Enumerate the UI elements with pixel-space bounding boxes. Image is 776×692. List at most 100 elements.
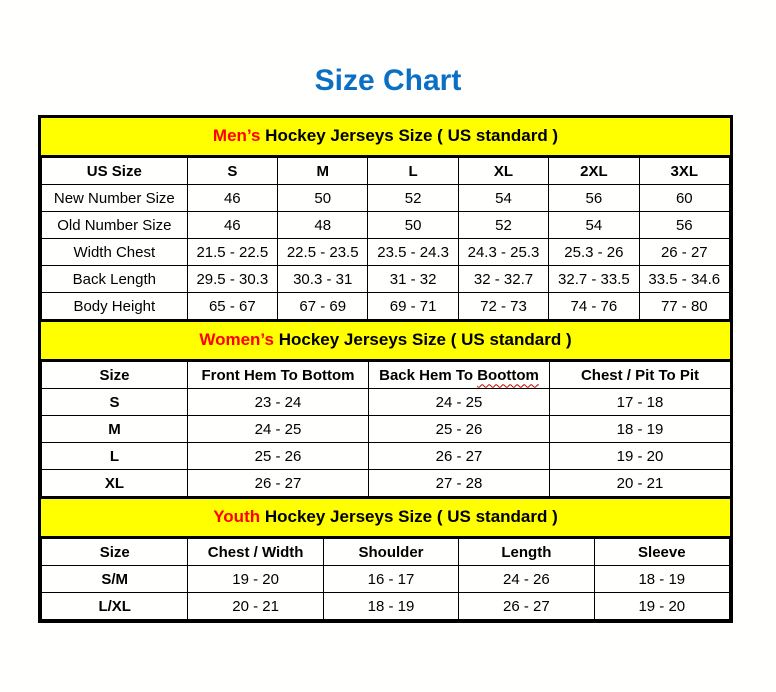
youth-column-header: Sleeve [593, 538, 731, 566]
womens-value-cell: 26 - 27 [187, 469, 369, 497]
youth-value-cell: 18 - 19 [593, 565, 731, 593]
womens-column-header: Size [41, 361, 188, 389]
mens-value-cell: 52 [457, 211, 550, 239]
mens-value-cell: 54 [548, 211, 640, 239]
mens-banner-text: Hockey Jerseys Size ( US standard ) [260, 126, 559, 145]
youth-value-cell: 19 - 20 [187, 565, 324, 593]
womens-value-cell: 23 - 24 [187, 388, 369, 416]
mens-value-cell: 56 [548, 184, 640, 212]
womens-value-cell: 26 - 27 [368, 442, 550, 470]
mens-value-cell: 72 - 73 [457, 292, 550, 320]
mens-value-cell: 31 - 32 [367, 265, 459, 293]
youth-table-row: L/XL 20 - 21 18 - 19 26 - 27 19 - 20 [40, 592, 731, 620]
mens-value-cell: 56 [638, 211, 731, 239]
mens-column-header: S [186, 157, 279, 185]
mens-column-header: 2XL [548, 157, 640, 185]
mens-table-row: Width Chest 21.5 - 22.5 22.5 - 23.5 23.5 - … [41, 238, 731, 266]
mens-table-row: Old Number Size 46 48 50 52 54 56 [41, 211, 731, 239]
womens-header-row: Size Front Hem To Bottom Back Hem To Boott… [41, 361, 731, 389]
youth-banner-text: Hockey Jerseys Size ( US standard ) [260, 507, 558, 526]
mens-value-cell: 48 [277, 211, 369, 239]
womens-table-row: L 25 - 26 26 - 27 19 - 20 [41, 442, 731, 470]
womens-row-label: XL [41, 469, 188, 497]
mens-value-cell: 29.5 - 30.3 [186, 265, 279, 293]
womens-row-label: M [41, 415, 188, 443]
youth-table-row: S/M 19 - 20 16 - 17 24 - 26 18 - 19 [40, 565, 731, 593]
womens-column-header: Back Hem To Boottom [368, 361, 550, 389]
mens-table-row: Back Length 29.5 - 30.3 30.3 - 31 31 - 32 32… [41, 265, 731, 293]
youth-value-cell: 19 - 20 [593, 592, 731, 620]
mens-value-cell: 60 [638, 184, 731, 212]
mens-row-label: New Number Size [41, 184, 188, 212]
mens-value-cell: 24.3 - 25.3 [457, 238, 550, 266]
youth-row-label: S/M [40, 565, 189, 593]
mens-header-row: US Size S M L XL 2XL 3XL [41, 157, 731, 185]
womens-value-cell: 24 - 25 [187, 415, 369, 443]
mens-value-cell: 23.5 - 24.3 [367, 238, 459, 266]
mens-value-cell: 54 [457, 184, 550, 212]
mens-value-cell: 69 - 71 [367, 292, 459, 320]
mens-table-row: Body Height 65 - 67 67 - 69 69 - 71 72 - 73 7… [41, 292, 731, 320]
mens-value-cell: 52 [367, 184, 459, 212]
mens-banner-accent: Men’s [212, 126, 261, 145]
womens-value-cell: 25 - 26 [187, 442, 369, 470]
womens-column-header: Front Hem To Bottom [187, 361, 369, 389]
mens-value-cell: 65 - 67 [186, 292, 279, 320]
mens-section-banner: Men’s Hockey Jerseys Size ( US standard … [41, 118, 730, 157]
mens-value-cell: 74 - 76 [548, 292, 640, 320]
mens-column-header: US Size [41, 157, 188, 185]
mens-row-label: Width Chest [41, 238, 188, 266]
youth-value-cell: 18 - 19 [322, 592, 460, 620]
womens-table-row: XL 26 - 27 27 - 28 20 - 21 [41, 469, 731, 497]
womens-value-cell: 20 - 21 [549, 469, 731, 497]
womens-banner-text: Hockey Jerseys Size ( US standard ) [273, 330, 572, 349]
youth-value-cell: 26 - 27 [458, 592, 595, 620]
mens-value-cell: 46 [186, 211, 279, 239]
womens-table-row: M 24 - 25 25 - 26 18 - 19 [41, 415, 731, 443]
youth-column-header: Chest / Width [187, 538, 324, 566]
youth-value-cell: 24 - 26 [458, 565, 595, 593]
mens-value-cell: 21.5 - 22.5 [186, 238, 279, 266]
youth-row-label: L/XL [40, 592, 189, 620]
mens-row-label: Body Height [41, 292, 188, 320]
mens-value-cell: 32.7 - 33.5 [548, 265, 640, 293]
mens-column-header: XL [457, 157, 550, 185]
womens-row-label: S [41, 388, 188, 416]
mens-size-table: US Size S M L XL 2XL 3XL New Number Size 46 50 52 5… [41, 157, 731, 320]
mens-column-header: L [367, 157, 459, 185]
mens-value-cell: 30.3 - 31 [277, 265, 369, 293]
womens-value-cell: 25 - 26 [368, 415, 550, 443]
mens-column-header: M [277, 157, 369, 185]
mens-value-cell: 46 [186, 184, 279, 212]
mens-table-row: New Number Size 46 50 52 54 56 60 [41, 184, 731, 212]
womens-column-header: Chest / Pit To Pit [549, 361, 731, 389]
mens-value-cell: 33.5 - 34.6 [638, 265, 731, 293]
youth-column-header: Shoulder [322, 538, 460, 566]
womens-row-label: L [41, 442, 188, 470]
womens-value-cell: 17 - 18 [549, 388, 731, 416]
mens-value-cell: 25.3 - 26 [548, 238, 640, 266]
youth-header-row: Size Chest / Width Shoulder Length Sleeve [40, 538, 731, 566]
mens-value-cell: 67 - 69 [277, 292, 369, 320]
womens-table-row: S 23 - 24 24 - 25 17 - 18 [41, 388, 731, 416]
womens-value-cell: 24 - 25 [368, 388, 550, 416]
womens-value-cell: 19 - 20 [549, 442, 731, 470]
page-title: Size Chart [314, 64, 462, 97]
mens-column-header: 3XL [638, 157, 731, 185]
mens-value-cell: 32 - 32.7 [457, 265, 550, 293]
mens-value-cell: 77 - 80 [638, 292, 731, 320]
womens-value-cell: 18 - 19 [549, 415, 731, 443]
mens-value-cell: 26 - 27 [638, 238, 731, 266]
youth-column-header: Size [40, 538, 189, 566]
youth-size-table: Size Chest / Width Shoulder Length Sleeve S/M… [40, 538, 731, 620]
mens-row-label: Old Number Size [41, 211, 188, 239]
youth-value-cell: 16 - 17 [322, 565, 460, 593]
womens-size-table: Size Front Hem To Bottom Back Hem To Boott… [41, 361, 731, 497]
youth-value-cell: 20 - 21 [187, 592, 324, 620]
womens-value-cell: 27 - 28 [368, 469, 550, 497]
size-chart: Men’s Hockey Jerseys Size ( US standard … [38, 115, 733, 623]
mens-value-cell: 22.5 - 23.5 [277, 238, 369, 266]
youth-section-banner: Youth Hockey Jerseys Size ( US standard … [41, 497, 730, 538]
womens-column-header-prefix: Back Hem To [379, 366, 478, 384]
mens-value-cell: 50 [277, 184, 369, 212]
